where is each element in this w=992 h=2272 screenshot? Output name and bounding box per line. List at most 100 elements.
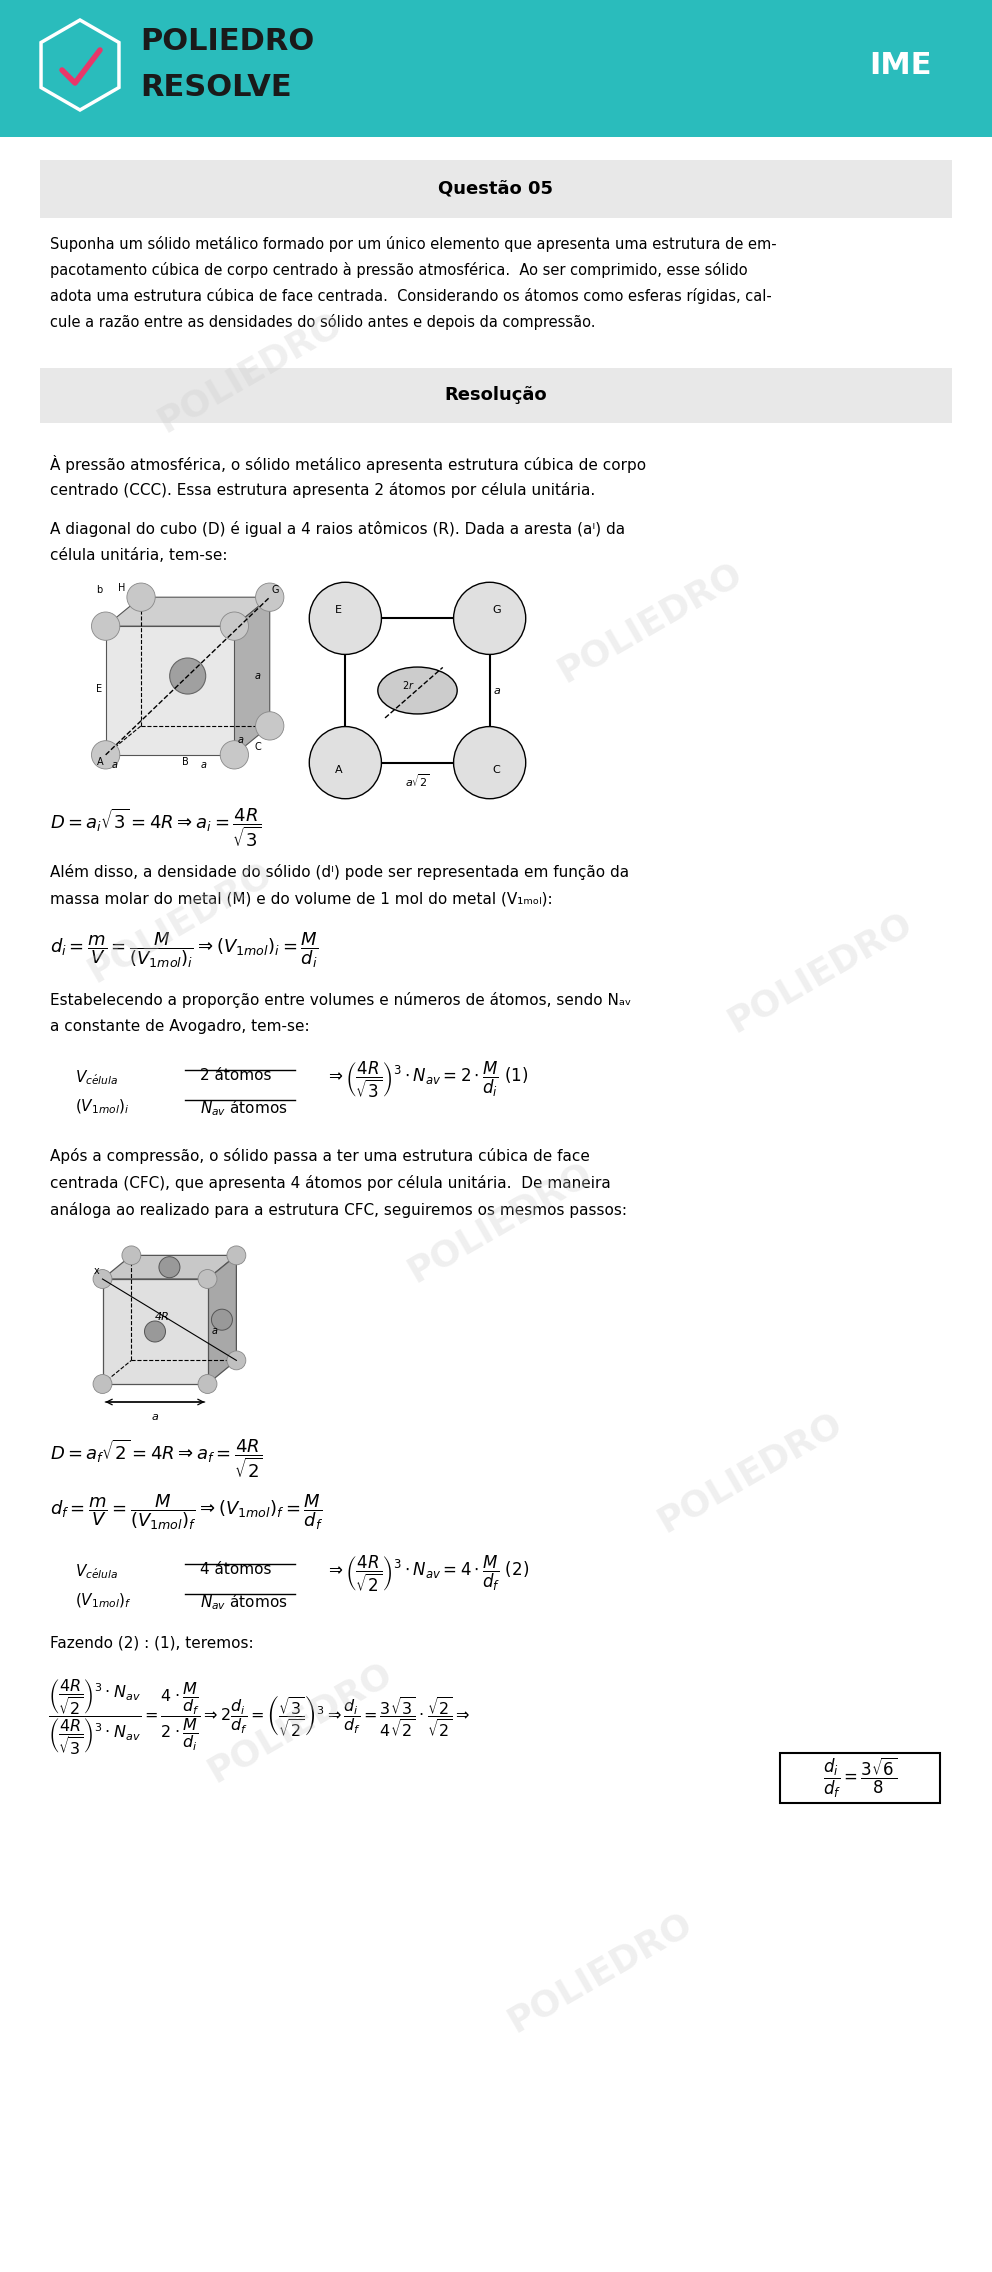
Circle shape bbox=[122, 1245, 141, 1266]
Text: a: a bbox=[200, 759, 206, 770]
Text: E: E bbox=[95, 684, 101, 693]
Polygon shape bbox=[106, 627, 234, 754]
Text: Após a compressão, o sólido passa a ter uma estrutura cúbica de face: Após a compressão, o sólido passa a ter … bbox=[50, 1147, 590, 1163]
Circle shape bbox=[256, 711, 284, 741]
Text: centrado (CCC). Essa estrutura apresenta 2 átomos por célula unitária.: centrado (CCC). Essa estrutura apresenta… bbox=[50, 482, 595, 498]
Circle shape bbox=[91, 611, 120, 641]
Text: a: a bbox=[494, 686, 501, 695]
Text: POLIEDRO: POLIEDRO bbox=[140, 27, 314, 57]
Text: B: B bbox=[183, 757, 189, 768]
Polygon shape bbox=[234, 598, 270, 754]
Text: Resolução: Resolução bbox=[444, 386, 548, 404]
Text: H: H bbox=[118, 584, 125, 593]
Text: 4R: 4R bbox=[155, 1313, 170, 1322]
Text: $d_f = \dfrac{m}{V} = \dfrac{M}{\left(V_{1mol}\right)_f} \Rightarrow \left(V_{1m: $d_f = \dfrac{m}{V} = \dfrac{M}{\left(V_… bbox=[50, 1493, 323, 1531]
Text: $\dfrac{\left(\dfrac{4R}{\sqrt{2}}\right)^3 \cdot N_{av}}{\left(\dfrac{4R}{\sqrt: $\dfrac{\left(\dfrac{4R}{\sqrt{2}}\right… bbox=[48, 1679, 470, 1756]
Text: E: E bbox=[335, 604, 342, 616]
Circle shape bbox=[145, 1320, 166, 1343]
Text: a: a bbox=[237, 736, 243, 745]
Circle shape bbox=[227, 1245, 246, 1266]
Text: $V_{c\acute{e}lula}$: $V_{c\acute{e}lula}$ bbox=[75, 1068, 118, 1086]
Text: POLIEDRO: POLIEDRO bbox=[552, 554, 748, 688]
Circle shape bbox=[170, 659, 205, 693]
Text: a: a bbox=[255, 670, 261, 682]
Text: POLIEDRO: POLIEDRO bbox=[201, 1656, 398, 1788]
Circle shape bbox=[127, 584, 155, 611]
Circle shape bbox=[227, 1352, 246, 1370]
Text: a: a bbox=[152, 1411, 159, 1422]
Circle shape bbox=[93, 1375, 112, 1393]
Text: C: C bbox=[254, 743, 261, 752]
Text: $2r$: $2r$ bbox=[403, 679, 416, 691]
Text: $\left(V_{1mol}\right)_i$: $\left(V_{1mol}\right)_i$ bbox=[75, 1097, 130, 1116]
Text: $V_{c\acute{e}lula}$: $V_{c\acute{e}lula}$ bbox=[75, 1563, 118, 1581]
FancyBboxPatch shape bbox=[40, 368, 952, 423]
Text: $N_{av}$ átomos: $N_{av}$ átomos bbox=[200, 1097, 288, 1118]
Ellipse shape bbox=[378, 668, 457, 713]
Text: $a\sqrt{2}$: $a\sqrt{2}$ bbox=[405, 772, 430, 788]
Text: G: G bbox=[493, 604, 501, 616]
Circle shape bbox=[453, 582, 526, 654]
Text: POLIEDRO: POLIEDRO bbox=[152, 304, 348, 438]
Text: Estabelecendo a proporção entre volumes e números de átomos, sendo Nₐᵥ: Estabelecendo a proporção entre volumes … bbox=[50, 993, 631, 1009]
Text: Fazendo (2) : (1), teremos:: Fazendo (2) : (1), teremos: bbox=[50, 1636, 254, 1652]
Text: cule a razão entre as densidades do sólido antes e depois da compressão.: cule a razão entre as densidades do sóli… bbox=[50, 314, 595, 329]
Circle shape bbox=[310, 582, 382, 654]
Text: RESOLVE: RESOLVE bbox=[140, 73, 292, 102]
Text: A: A bbox=[334, 766, 342, 775]
Text: POLIEDRO: POLIEDRO bbox=[652, 1406, 848, 1538]
Text: POLIEDRO: POLIEDRO bbox=[722, 907, 919, 1038]
Polygon shape bbox=[207, 1256, 236, 1384]
FancyBboxPatch shape bbox=[780, 1754, 940, 1804]
Circle shape bbox=[159, 1256, 180, 1277]
Text: a: a bbox=[111, 759, 117, 770]
Circle shape bbox=[453, 727, 526, 800]
FancyBboxPatch shape bbox=[0, 130, 992, 136]
Circle shape bbox=[198, 1375, 217, 1393]
Text: análoga ao realizado para a estrutura CFC, seguiremos os mesmos passos:: análoga ao realizado para a estrutura CF… bbox=[50, 1202, 627, 1218]
FancyBboxPatch shape bbox=[0, 0, 992, 130]
Text: $D = a_i\sqrt{3} = 4R \Rightarrow a_i = \dfrac{4R}{\sqrt{3}}$: $D = a_i\sqrt{3} = 4R \Rightarrow a_i = … bbox=[50, 807, 261, 850]
Text: $d_i = \dfrac{m}{V} = \dfrac{M}{\left(V_{1mol}\right)_i} \Rightarrow \left(V_{1m: $d_i = \dfrac{m}{V} = \dfrac{M}{\left(V_… bbox=[50, 929, 318, 970]
Circle shape bbox=[91, 741, 120, 768]
Text: b: b bbox=[96, 586, 102, 595]
Text: a: a bbox=[211, 1327, 217, 1336]
Text: Questão 05: Questão 05 bbox=[438, 179, 554, 198]
Polygon shape bbox=[102, 1279, 207, 1384]
Text: Além disso, a densidade do sólido (dᴵ) pode ser representada em função da: Além disso, a densidade do sólido (dᴵ) p… bbox=[50, 863, 629, 879]
Text: x: x bbox=[94, 1266, 99, 1277]
Text: A: A bbox=[97, 757, 103, 768]
Text: $\left(V_{1mol}\right)_f$: $\left(V_{1mol}\right)_f$ bbox=[75, 1593, 132, 1611]
Text: C: C bbox=[493, 766, 500, 775]
Text: $\dfrac{d_i}{d_f} = \dfrac{3\sqrt{6}}{8}$: $\dfrac{d_i}{d_f} = \dfrac{3\sqrt{6}}{8}… bbox=[822, 1756, 898, 1799]
Circle shape bbox=[198, 1270, 217, 1288]
Text: adota uma estrutura cúbica de face centrada.  Considerando os átomos como esfera: adota uma estrutura cúbica de face centr… bbox=[50, 289, 772, 304]
Text: A diagonal do cubo (D) é igual a 4 raios atômicos (R). Dada a aresta (aᴵ) da: A diagonal do cubo (D) é igual a 4 raios… bbox=[50, 520, 625, 536]
Text: $N_{av}$ átomos: $N_{av}$ átomos bbox=[200, 1593, 288, 1611]
Text: À pressão atmosférica, o sólido metálico apresenta estrutura cúbica de corpo: À pressão atmosférica, o sólido metálico… bbox=[50, 454, 646, 473]
Text: G: G bbox=[272, 586, 279, 595]
Circle shape bbox=[211, 1309, 232, 1329]
Text: Suponha um sólido metálico formado por um único elemento que apresenta uma estru: Suponha um sólido metálico formado por u… bbox=[50, 236, 777, 252]
Text: $\Rightarrow \left(\dfrac{4R}{\sqrt{3}}\right)^3 \cdot N_{av} = 2 \cdot \dfrac{M: $\Rightarrow \left(\dfrac{4R}{\sqrt{3}}\… bbox=[325, 1059, 529, 1100]
Circle shape bbox=[93, 1270, 112, 1288]
Polygon shape bbox=[106, 598, 270, 627]
Circle shape bbox=[220, 741, 249, 768]
Text: 2 átomos: 2 átomos bbox=[200, 1068, 272, 1084]
Text: célula unitária, tem-se:: célula unitária, tem-se: bbox=[50, 548, 227, 563]
Text: centrada (CFC), que apresenta 4 átomos por célula unitária.  De maneira: centrada (CFC), que apresenta 4 átomos p… bbox=[50, 1175, 611, 1191]
Text: $\Rightarrow \left(\dfrac{4R}{\sqrt{2}}\right)^3 \cdot N_{av} = 4 \cdot \dfrac{M: $\Rightarrow \left(\dfrac{4R}{\sqrt{2}}\… bbox=[325, 1554, 529, 1595]
Circle shape bbox=[256, 584, 284, 611]
Text: POLIEDRO: POLIEDRO bbox=[502, 1906, 698, 2038]
Circle shape bbox=[310, 727, 382, 800]
Text: pacotamento cúbica de corpo centrado à pressão atmosférica.  Ao ser comprimido, : pacotamento cúbica de corpo centrado à p… bbox=[50, 261, 748, 277]
Text: a constante de Avogadro, tem-se:: a constante de Avogadro, tem-se: bbox=[50, 1020, 310, 1034]
Text: massa molar do metal (M) e do volume de 1 mol do metal (V₁ₘₒₗ):: massa molar do metal (M) e do volume de … bbox=[50, 891, 553, 907]
Text: $D = a_f\sqrt{2} = 4R \Rightarrow a_f = \dfrac{4R}{\sqrt{2}}$: $D = a_f\sqrt{2} = 4R \Rightarrow a_f = … bbox=[50, 1436, 263, 1479]
Text: POLIEDRO: POLIEDRO bbox=[402, 1156, 598, 1288]
Text: 4 átomos: 4 átomos bbox=[200, 1563, 272, 1577]
Polygon shape bbox=[102, 1256, 236, 1279]
FancyBboxPatch shape bbox=[40, 159, 952, 218]
Text: IME: IME bbox=[869, 50, 931, 80]
Circle shape bbox=[220, 611, 249, 641]
